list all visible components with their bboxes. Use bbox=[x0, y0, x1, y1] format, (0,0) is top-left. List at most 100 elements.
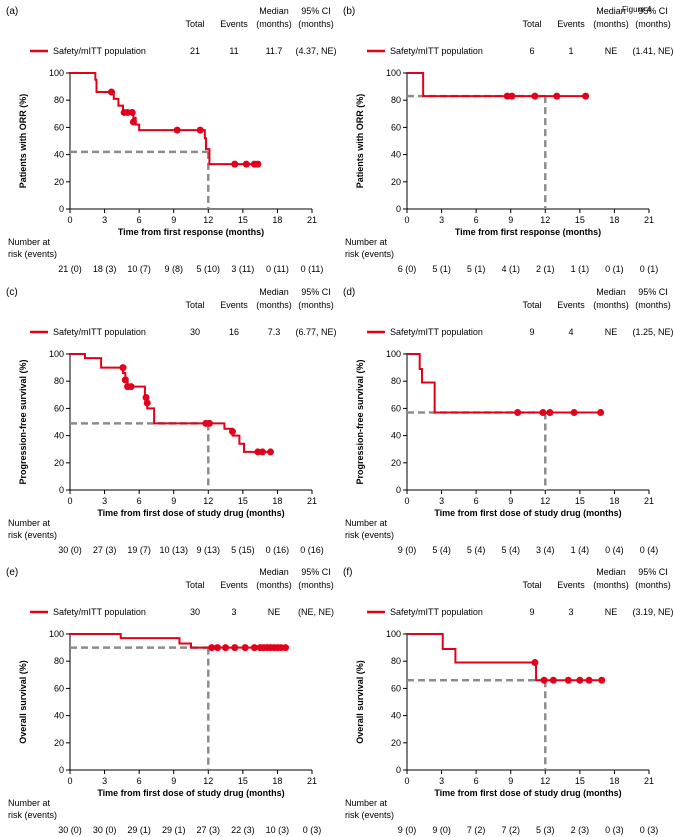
y-tick-label: 80 bbox=[391, 376, 401, 386]
censor-marker bbox=[539, 408, 547, 416]
km-curve bbox=[407, 72, 586, 98]
panel-label: (f) bbox=[343, 567, 352, 578]
risk-value: 5 (4) bbox=[501, 545, 520, 555]
header-ci-label: 95% CI bbox=[301, 287, 331, 297]
x-tick-label: 9 bbox=[508, 215, 513, 225]
median-value: NE bbox=[268, 607, 281, 617]
risk-value: 6 (0) bbox=[398, 264, 417, 274]
km-curve bbox=[407, 633, 602, 682]
legend-label: Safety/mITT population bbox=[53, 607, 146, 617]
x-tick-label: 21 bbox=[307, 776, 317, 786]
x-tick-label: 9 bbox=[171, 496, 176, 506]
x-tick-label: 21 bbox=[644, 496, 654, 506]
risk-value: 4 (1) bbox=[501, 264, 520, 274]
header-events-label: Events bbox=[220, 580, 248, 590]
x-tick-label: 6 bbox=[137, 776, 142, 786]
events-value: 1 bbox=[568, 46, 573, 56]
y-tick-label: 20 bbox=[391, 458, 401, 468]
x-tick-label: 3 bbox=[439, 215, 444, 225]
risk-label-events: risk (events) bbox=[345, 810, 394, 820]
risk-value: 0 (4) bbox=[605, 545, 624, 555]
censor-marker bbox=[231, 160, 239, 168]
risk-value: 30 (0) bbox=[58, 545, 82, 555]
risk-value: 0 (16) bbox=[300, 545, 324, 555]
x-tick-label: 15 bbox=[238, 496, 248, 506]
x-tick-label: 6 bbox=[474, 496, 479, 506]
censor-marker bbox=[205, 419, 213, 427]
censor-marker bbox=[228, 428, 236, 436]
x-axis-label: Time from first dose of study drug (mont… bbox=[434, 508, 621, 518]
risk-value: 10 (13) bbox=[159, 545, 188, 555]
x-tick-label: 18 bbox=[272, 215, 282, 225]
y-tick-label: 20 bbox=[54, 738, 64, 748]
censor-marker bbox=[531, 659, 539, 667]
risk-value: 9 (13) bbox=[197, 545, 221, 555]
y-tick-label: 80 bbox=[391, 656, 401, 666]
risk-value: 0 (16) bbox=[266, 545, 290, 555]
x-tick-label: 9 bbox=[508, 776, 513, 786]
header-ci-unit: (months) bbox=[298, 580, 334, 590]
y-tick-label: 40 bbox=[391, 431, 401, 441]
risk-label: Number at bbox=[345, 518, 388, 528]
censor-marker bbox=[576, 676, 584, 684]
panel-label: (e) bbox=[6, 567, 18, 578]
x-tick-label: 21 bbox=[307, 496, 317, 506]
risk-value: 0 (3) bbox=[303, 825, 322, 835]
x-tick-label: 9 bbox=[171, 776, 176, 786]
censor-marker bbox=[173, 126, 181, 134]
median-value: NE bbox=[605, 607, 618, 617]
panel-e: (e) Median 95% CI Total Events (months) (month… bbox=[6, 567, 334, 835]
risk-label: Number at bbox=[345, 237, 388, 247]
y-tick-label: 60 bbox=[54, 403, 64, 413]
y-tick-label: 0 bbox=[59, 765, 64, 775]
censor-marker bbox=[570, 408, 578, 416]
risk-value: 0 (1) bbox=[640, 264, 659, 274]
x-tick-label: 0 bbox=[404, 215, 409, 225]
x-tick-label: 15 bbox=[575, 215, 585, 225]
y-tick-label: 60 bbox=[54, 122, 64, 132]
risk-value: 10 (7) bbox=[127, 264, 151, 274]
y-tick-label: 60 bbox=[54, 683, 64, 693]
header-median-label: Median bbox=[596, 6, 626, 16]
risk-value: 1 (4) bbox=[571, 545, 590, 555]
x-tick-label: 3 bbox=[102, 776, 107, 786]
y-tick-label: 0 bbox=[396, 485, 401, 495]
total-value: 30 bbox=[190, 327, 200, 337]
censor-marker bbox=[208, 644, 216, 652]
header-median-label: Median bbox=[259, 6, 289, 16]
risk-value: 9 (8) bbox=[164, 264, 183, 274]
total-value: 30 bbox=[190, 607, 200, 617]
risk-value: 3 (4) bbox=[536, 545, 555, 555]
ci-value: (4.37, NE) bbox=[295, 46, 336, 56]
risk-value: 0 (3) bbox=[640, 825, 659, 835]
risk-value: 2 (1) bbox=[536, 264, 555, 274]
censor-marker bbox=[142, 394, 150, 402]
median-value: NE bbox=[605, 327, 618, 337]
censor-marker bbox=[214, 644, 222, 652]
panel-label: (c) bbox=[6, 287, 18, 298]
risk-value: 0 (11) bbox=[266, 264, 289, 274]
header-events-label: Events bbox=[557, 300, 585, 310]
x-tick-label: 15 bbox=[575, 496, 585, 506]
total-value: 9 bbox=[529, 327, 534, 337]
x-axis-label: Time from first response (months) bbox=[455, 227, 601, 237]
x-tick-label: 6 bbox=[137, 496, 142, 506]
median-value: 11.7 bbox=[266, 46, 283, 56]
y-tick-label: 80 bbox=[54, 656, 64, 666]
x-tick-label: 18 bbox=[609, 215, 619, 225]
x-tick-label: 9 bbox=[508, 496, 513, 506]
y-tick-label: 100 bbox=[386, 629, 401, 639]
risk-value: 5 (4) bbox=[467, 545, 486, 555]
header-ci-label: 95% CI bbox=[301, 567, 331, 577]
header-ci-label: 95% CI bbox=[301, 6, 331, 16]
censor-marker bbox=[598, 676, 606, 684]
total-value: 21 bbox=[190, 46, 200, 56]
panel-f: (f) Median 95% CI Total Events (months) (month… bbox=[343, 567, 674, 835]
header-median-label: Median bbox=[596, 567, 626, 577]
risk-value: 5 (4) bbox=[432, 545, 451, 555]
header-median-label: Median bbox=[259, 287, 289, 297]
risk-value: 2 (3) bbox=[571, 825, 590, 835]
risk-value: 22 (3) bbox=[231, 825, 255, 835]
y-tick-label: 40 bbox=[54, 431, 64, 441]
